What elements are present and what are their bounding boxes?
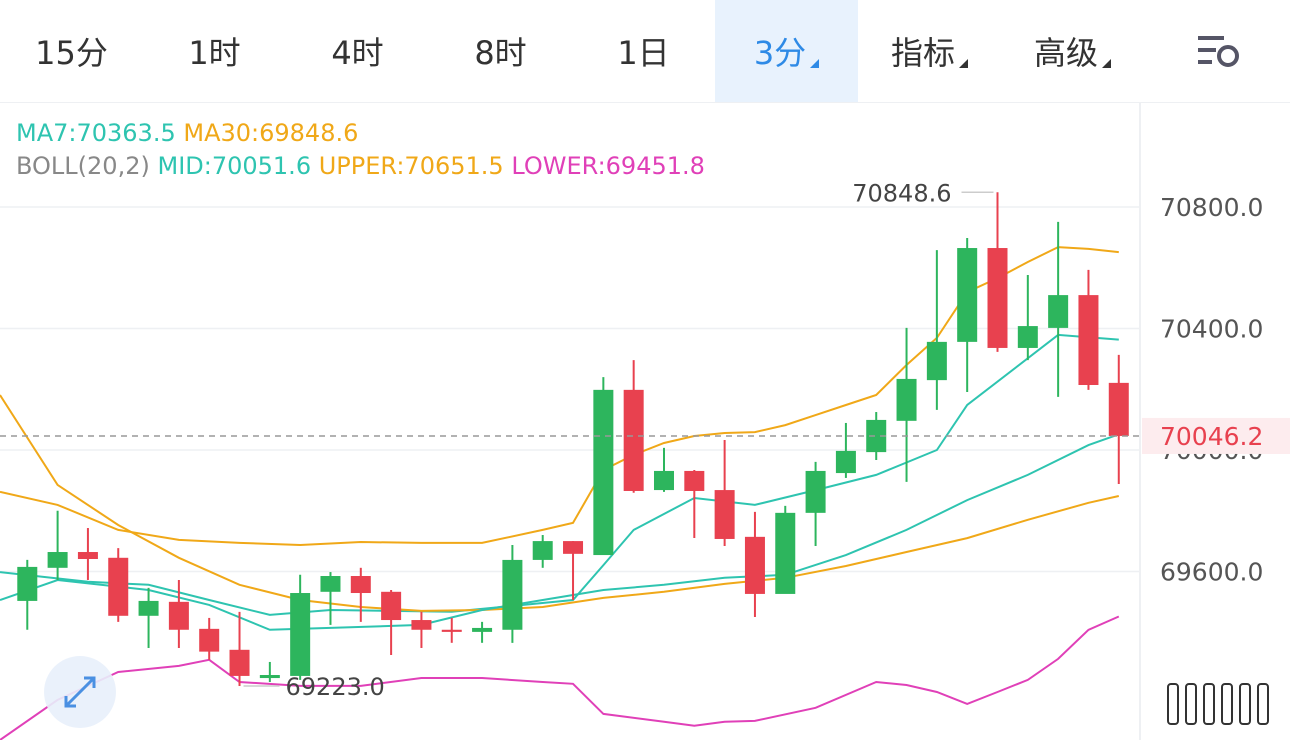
tab-label: 1时 (188, 34, 241, 72)
candle-body (138, 600, 159, 616)
candle-body (259, 675, 280, 679)
min-label: 69223.0 (286, 673, 385, 701)
tab-label: 8时 (474, 34, 527, 72)
candle-body (199, 628, 220, 652)
candle-body (1017, 326, 1038, 348)
candle-body (714, 490, 735, 539)
boll-legend: BOLL(20,2) MID:70051.6 UPPER:70651.5 LOW… (16, 152, 705, 180)
candle-body (653, 470, 674, 491)
candle-body (320, 576, 341, 592)
timeframe-tab[interactable]: 高级 (1001, 0, 1144, 102)
legend-item: BOLL(20,2) (16, 152, 150, 180)
icon-bar (1198, 60, 1212, 64)
ma-legend: MA7:70363.5 MA30:69848.6 (16, 119, 358, 147)
candle-body (1078, 295, 1099, 385)
candle-body (168, 601, 189, 630)
tab-label: 1日 (617, 34, 670, 72)
timeframe-tab[interactable]: 1时 (143, 0, 286, 102)
settings-icon[interactable] (1198, 36, 1239, 67)
y-tick-label: 70800.0 (1160, 193, 1263, 222)
indicator-line (0, 433, 1120, 631)
zoom-arrows (64, 676, 96, 708)
candle-body (926, 341, 947, 381)
icon-bar (1203, 683, 1215, 725)
indicator-lines (0, 246, 1120, 740)
candle-body (411, 620, 432, 630)
volume-icon (1167, 683, 1269, 725)
icon-bar (1257, 683, 1269, 725)
indicator-line (0, 394, 1120, 612)
candle-body (47, 552, 68, 568)
timeframe-tab[interactable]: 1日 (572, 0, 715, 102)
current-price-box (1142, 417, 1290, 454)
tab-label: 高级 (1033, 34, 1098, 72)
icon-bar (1198, 36, 1224, 40)
timeframe-tab[interactable]: 3分 (715, 0, 858, 102)
candle-body (684, 470, 705, 491)
candle-body (108, 557, 129, 616)
zoom-button[interactable] (44, 656, 116, 728)
indicator-line (0, 333, 1119, 616)
timeframe-tab[interactable]: 指标 (858, 0, 1001, 102)
y-tick-label: 69600.0 (1160, 557, 1263, 586)
candle-body (957, 248, 978, 342)
timeframe-tab[interactable]: 15分 (0, 0, 143, 102)
y-tick-label: 70400.0 (1160, 315, 1263, 344)
tab-label: 15分 (35, 34, 108, 72)
icon-bar (1221, 683, 1233, 725)
legend-item: MA30:69848.6 (183, 119, 358, 147)
candle-body (623, 389, 644, 491)
candle-body (987, 248, 1008, 348)
candle-body (866, 419, 887, 453)
legend-item: UPPER:70651.5 (319, 152, 504, 180)
candle-body (532, 541, 553, 560)
indicator-line (0, 246, 1119, 547)
candle-body (1108, 382, 1129, 436)
candle-body (350, 576, 371, 594)
candle-body (290, 593, 311, 676)
candle-body (896, 378, 917, 421)
candle-body (381, 591, 402, 621)
timeframe-tab[interactable]: 4时 (286, 0, 429, 102)
icon-bar (1167, 683, 1179, 725)
timeframe-tab[interactable]: 8时 (429, 0, 572, 102)
candle-body (17, 566, 38, 601)
candle-body (775, 512, 796, 594)
candle-body (502, 559, 523, 630)
indicator-line (0, 615, 1120, 740)
icon-bar (1198, 48, 1216, 52)
candle-body (805, 470, 826, 513)
current-price-label: 70046.2 (1160, 422, 1263, 451)
max-label: 70848.6 (852, 179, 951, 207)
icon-bar (1239, 683, 1251, 725)
icon-gear (1217, 45, 1239, 67)
candle-body (744, 536, 765, 594)
tab-label: 4时 (331, 34, 384, 72)
candle-body (77, 552, 98, 560)
tab-label: 3分 (753, 34, 807, 72)
candle-body (441, 629, 462, 632)
timeframe-tabs: 15分 1时 4时 8时 1日 3分 指标 高级 (0, 0, 1290, 103)
candle-body (563, 541, 584, 554)
dropdown-arrow (1102, 58, 1111, 68)
candle-body (835, 450, 856, 474)
icon-bar (1185, 683, 1197, 725)
legend-item: MID:70051.6 (157, 152, 311, 180)
candle-body (1048, 295, 1069, 328)
candle-body (229, 649, 250, 676)
legend-item: LOWER:69451.8 (511, 152, 705, 180)
dropdown-arrow (959, 58, 968, 68)
legend-item: MA7:70363.5 (16, 119, 176, 147)
candle-body (593, 389, 614, 556)
dropdown-arrow (810, 58, 820, 68)
candle-body (472, 627, 493, 632)
tab-label: 指标 (890, 34, 955, 72)
